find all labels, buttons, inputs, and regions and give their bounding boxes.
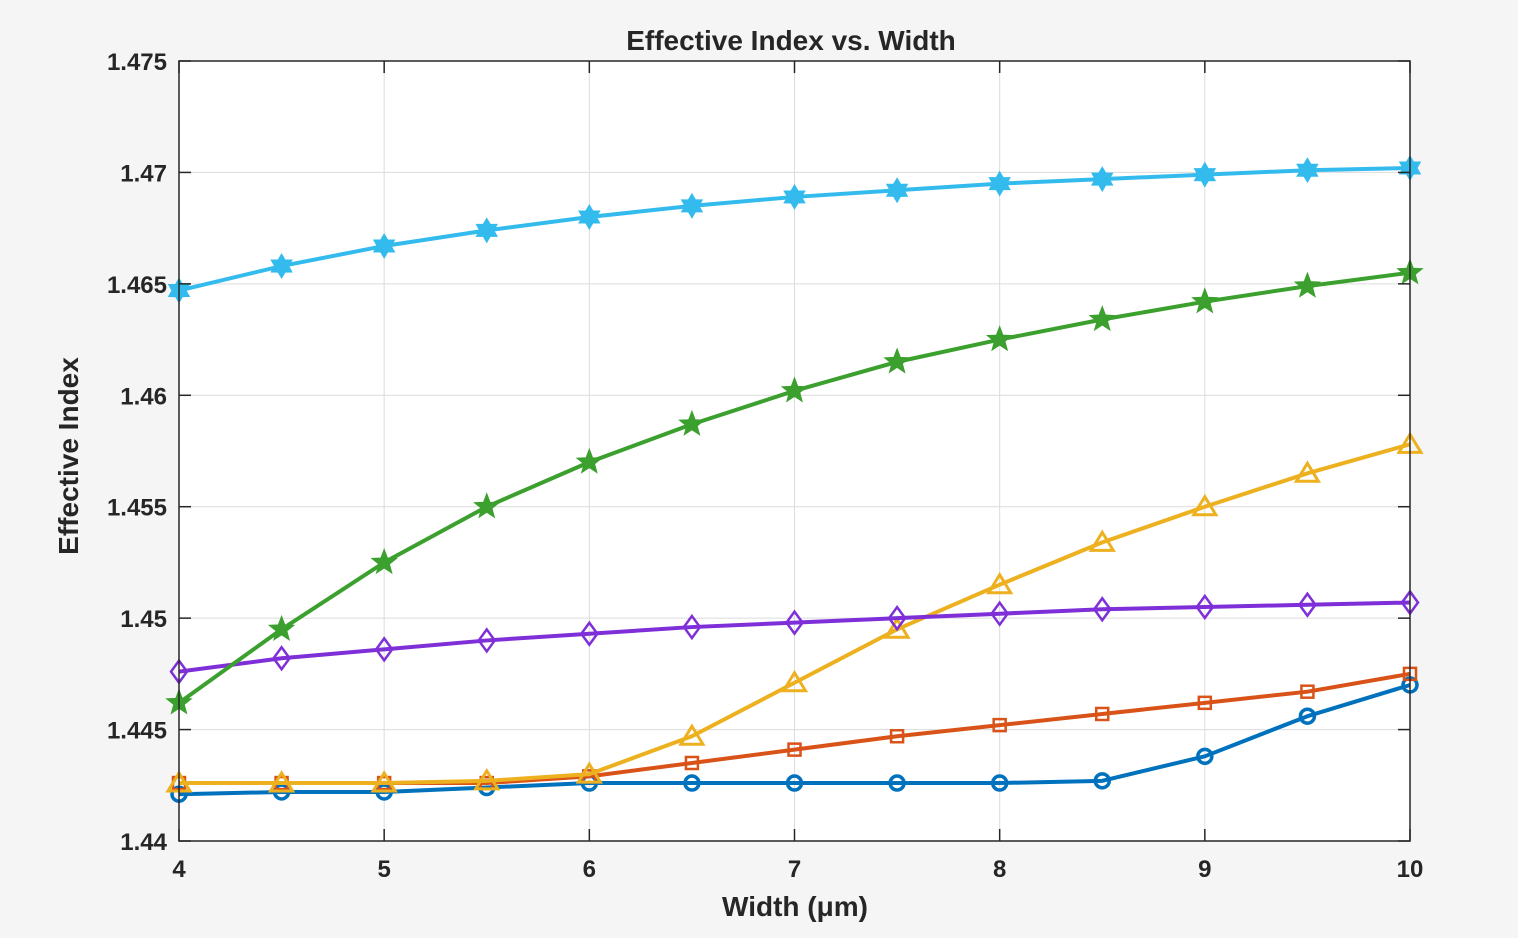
data-point bbox=[1091, 166, 1114, 193]
data-point bbox=[780, 669, 809, 693]
series-line bbox=[178, 600, 1411, 674]
y-tick-label: 1.455 bbox=[107, 495, 167, 522]
series-6 bbox=[167, 154, 1422, 304]
data-point bbox=[578, 204, 601, 230]
data-point bbox=[1093, 772, 1111, 790]
data-point bbox=[1293, 271, 1322, 298]
data-point bbox=[785, 774, 804, 792]
data-point bbox=[990, 600, 1010, 627]
data-point bbox=[780, 376, 809, 403]
data-point bbox=[575, 447, 604, 474]
x-tick-labels: 4 5 6 7 8 9 10 bbox=[172, 856, 1423, 883]
data-point bbox=[1095, 706, 1110, 722]
data-point bbox=[985, 325, 1014, 352]
y-tick-label: 1.47 bbox=[120, 160, 167, 187]
ticks bbox=[178, 60, 1411, 842]
data-point bbox=[267, 770, 296, 793]
data-point bbox=[783, 183, 806, 210]
x-axis-title: Width (μm) bbox=[722, 891, 868, 922]
y-tick-label: 1.46 bbox=[120, 383, 167, 410]
data-point bbox=[475, 217, 498, 244]
x-tick-label: 6 bbox=[583, 856, 596, 883]
data-point bbox=[683, 774, 701, 792]
y-tick-label: 1.445 bbox=[107, 718, 167, 745]
data-point bbox=[885, 177, 909, 204]
data-point bbox=[889, 729, 905, 744]
data-point bbox=[787, 742, 802, 757]
data-point bbox=[680, 192, 704, 219]
y-tick-label: 1.44 bbox=[120, 829, 167, 856]
data-point bbox=[473, 492, 501, 519]
y-tick-label: 1.45 bbox=[120, 606, 167, 633]
data-point bbox=[1293, 460, 1322, 483]
data-point bbox=[270, 253, 293, 280]
data-point bbox=[1296, 157, 1319, 184]
data-point bbox=[988, 170, 1011, 197]
data-point bbox=[1088, 529, 1116, 552]
x-tick-label: 5 bbox=[377, 856, 390, 883]
x-tick-label: 10 bbox=[1397, 856, 1424, 883]
series-line bbox=[179, 442, 1411, 786]
data-point bbox=[883, 616, 911, 639]
data-point bbox=[370, 548, 398, 575]
data-point bbox=[1191, 493, 1219, 517]
data-point bbox=[1088, 305, 1116, 332]
data-point bbox=[372, 232, 396, 259]
y-tick-labels: 1.44 1.445 1.45 1.455 1.46 1.465 1.47 1.475 bbox=[107, 49, 168, 856]
data-point bbox=[1298, 707, 1317, 725]
data-point bbox=[1191, 287, 1219, 314]
data-point bbox=[267, 614, 296, 641]
x-tick-label: 9 bbox=[1198, 856, 1211, 883]
data-point bbox=[1197, 695, 1213, 711]
data-point bbox=[575, 761, 604, 784]
data-point bbox=[579, 620, 599, 647]
y-tick-label: 1.475 bbox=[107, 49, 167, 76]
data-point bbox=[1196, 747, 1214, 766]
chart-title: Effective Index vs. Width bbox=[626, 25, 956, 56]
x-tick-label: 4 bbox=[172, 856, 186, 883]
data-point bbox=[985, 571, 1014, 595]
y-axis-title: Effective Index bbox=[53, 357, 84, 555]
y-tick-label: 1.465 bbox=[107, 272, 167, 299]
data-point bbox=[370, 770, 398, 793]
series-layer bbox=[165, 154, 1424, 803]
data-point bbox=[477, 627, 497, 654]
data-point bbox=[883, 347, 911, 374]
data-point bbox=[678, 723, 706, 746]
data-point bbox=[1300, 684, 1315, 699]
data-point bbox=[272, 645, 292, 672]
data-point bbox=[1297, 591, 1317, 618]
data-point bbox=[678, 409, 706, 436]
data-point bbox=[887, 605, 907, 632]
x-tick-label: 8 bbox=[993, 856, 1006, 883]
data-point bbox=[374, 636, 394, 663]
data-point bbox=[473, 767, 501, 791]
data-point bbox=[784, 609, 805, 636]
data-point bbox=[888, 774, 906, 792]
data-point bbox=[992, 717, 1007, 733]
x-tick-label: 7 bbox=[788, 856, 801, 883]
data-point bbox=[1092, 596, 1112, 623]
data-point bbox=[1195, 593, 1215, 621]
data-point bbox=[1193, 161, 1217, 188]
data-point bbox=[682, 613, 702, 641]
data-point bbox=[990, 774, 1009, 792]
data-point bbox=[684, 755, 700, 771]
